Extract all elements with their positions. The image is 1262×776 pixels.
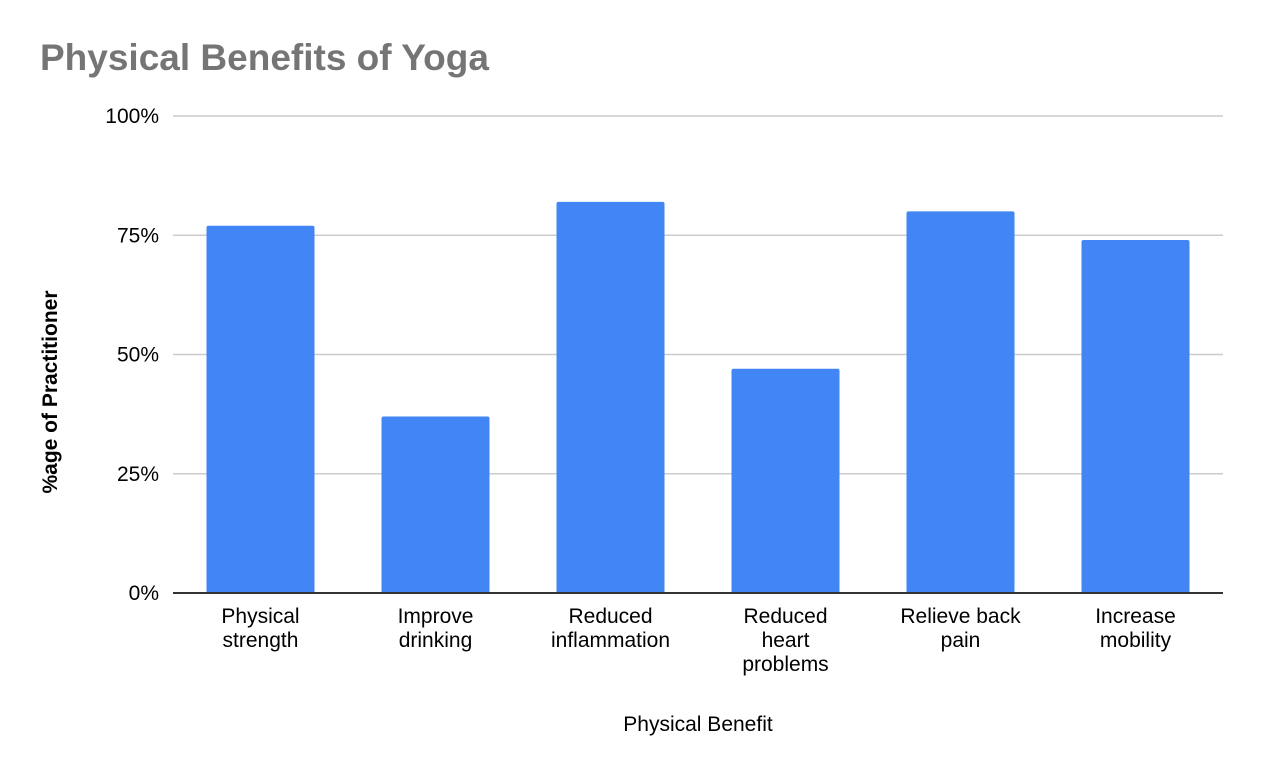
x-tick-label-line: Physical [221,605,299,628]
x-tick-label-line: Improve [398,605,474,628]
x-tick-label-line: mobility [1100,629,1172,652]
y-tick-label: 50% [117,344,159,367]
bar [731,368,840,593]
x-tick-label-line: Relieve back [900,605,1021,628]
x-tick-label-line: problems [742,653,828,676]
y-tick-label: 25% [117,463,159,486]
x-axis-title: Physical Benefit [623,713,773,736]
x-tick-label-line: strength [223,629,299,652]
x-tick-label: Improve drinking [398,605,474,652]
y-tick-labels: 0% 25% 50% 75% 100% [105,105,159,605]
y-tick-label: 75% [117,224,159,247]
y-tick-label: 0% [129,582,159,605]
x-tick-label: Reduced inflammation [551,605,670,652]
x-tick-label-line: pain [941,629,981,652]
bar [556,201,665,594]
x-tick-label-line: inflammation [551,629,670,652]
bar [206,225,315,593]
x-tick-label: Relieve back pain [900,605,1021,652]
x-tick-label: Increase mobility [1095,605,1176,652]
bar [906,211,1015,593]
bar [1081,240,1190,593]
x-tick-label-line: heart [762,629,810,652]
x-tick-label-line: Increase [1095,605,1176,628]
y-axis-title: %age of Practitioner [39,290,62,493]
bars [206,201,1190,594]
x-tick-label-line: Reduced [568,605,652,628]
x-tick-label-line: Reduced [743,605,827,628]
y-tick-label: 100% [105,105,159,128]
gridlines [173,115,1223,475]
chart-title: Physical Benefits of Yoga [40,37,489,78]
x-tick-label: Reduced heart problems [742,605,828,676]
x-tick-label: Physical strength [221,605,299,652]
x-tick-label-line: drinking [399,629,473,652]
bar [381,416,490,593]
